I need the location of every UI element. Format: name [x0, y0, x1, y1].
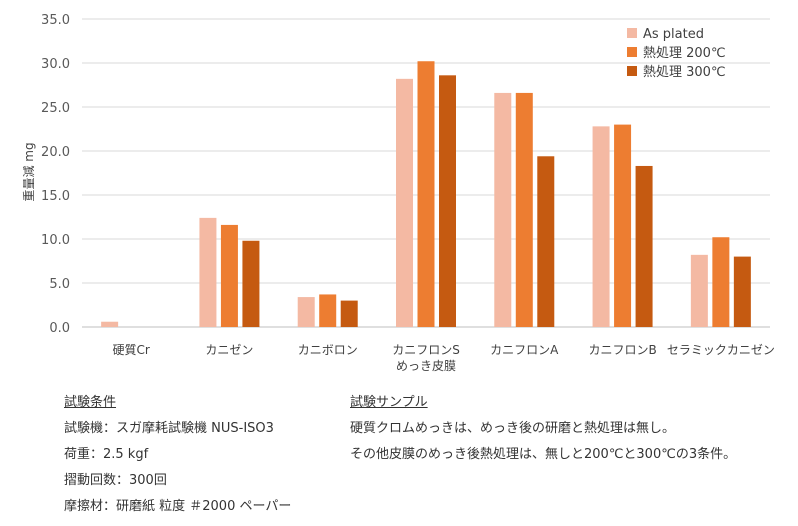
- x-tick-label: カニフロンS めっき皮膜: [392, 343, 460, 373]
- legend-label: 熱処理 200℃: [643, 46, 726, 61]
- bar: [340, 300, 358, 327]
- sample-line-other-coatings: その他皮膜のめっき後熱処理は、無しと200℃と300℃の3条件。: [350, 447, 737, 462]
- bar: [515, 92, 533, 327]
- x-tick-label: カニゼン: [205, 343, 253, 357]
- y-tick-label: 35.0: [41, 13, 70, 28]
- y-tick-label: 30.0: [41, 57, 70, 72]
- y-axis-ticks: 0.0 5.0 10.0 15.0 20.0 25.0 30.0 35.0: [41, 13, 70, 336]
- x-tick-label: セラミックカニゼン: [667, 343, 775, 357]
- legend-swatch: [627, 47, 637, 57]
- bar: [417, 61, 435, 328]
- test-sample: 試験サンプル 硬質クロムめっきは、めっき後の研磨と熱処理は無し。 その他皮膜のめ…: [350, 390, 736, 468]
- condition-line-machine: 試験機：スガ摩耗試験機 NUS-ISO3: [64, 421, 274, 436]
- y-tick-label: 25.0: [41, 101, 70, 116]
- legend-swatch: [627, 66, 637, 76]
- bar: [592, 126, 610, 327]
- bar-chart: 0.0 5.0 10.0 15.0 20.0 25.0 30.0 35.0 硬質Cr カニゼン カ…: [21, 13, 775, 373]
- legend-swatch: [627, 28, 637, 38]
- test-conditions-title: 試験条件: [64, 395, 117, 410]
- y-tick-label: 10.0: [41, 233, 70, 248]
- bar: [733, 256, 751, 327]
- x-axis-labels: 硬質Cr カニゼン カニボロン カニフロンS めっき皮膜 カニフロンA カニフロンB セラミッ…: [112, 342, 774, 373]
- y-tick-label: 0.0: [49, 321, 70, 336]
- x-tick-label: 硬質Cr: [112, 342, 149, 357]
- bar: [439, 75, 456, 327]
- y-tick-label: 15.0: [41, 189, 70, 204]
- bar: [242, 240, 260, 327]
- bar: [220, 224, 238, 327]
- y-tick-label: 5.0: [49, 277, 70, 292]
- bar: [494, 92, 512, 327]
- y-tick-label: 20.0: [41, 145, 70, 160]
- legend-label: 熱処理 300℃: [643, 65, 726, 80]
- x-tick-label: カニフロンB: [588, 343, 656, 357]
- legend-label: As plated: [643, 27, 704, 42]
- sample-line-hard-chrome: 硬質クロムめっきは、めっき後の研磨と熱処理は無し。: [350, 421, 676, 436]
- condition-line-abrasive: 摩擦材：研磨紙 粒度 ＃2000 ペーパー: [64, 499, 292, 514]
- condition-line-load: 荷重：2.5 kgf: [64, 447, 149, 462]
- legend: As plated 熱処理 200℃ 熱処理 300℃: [627, 27, 726, 80]
- bar: [614, 124, 632, 327]
- test-sample-title: 試験サンプル: [350, 395, 428, 410]
- condition-line-strokes: 摺動回数：300回: [64, 473, 167, 488]
- bar: [396, 78, 413, 327]
- test-conditions: 試験条件 試験機：スガ摩耗試験機 NUS-ISO3 荷重：2.5 kgf 摺動回…: [64, 390, 291, 520]
- bar: [199, 217, 217, 327]
- bar: [101, 321, 119, 327]
- bar: [690, 254, 708, 327]
- bar: [319, 294, 337, 327]
- bar: [537, 156, 555, 327]
- x-tick-label: カニボロン: [298, 343, 358, 357]
- bars: [101, 61, 751, 328]
- bar: [635, 165, 653, 327]
- bar: [297, 297, 315, 327]
- bar: [712, 237, 730, 327]
- x-tick-label: カニフロンA: [490, 343, 559, 357]
- y-axis-title: 重量減 mg: [21, 142, 36, 201]
